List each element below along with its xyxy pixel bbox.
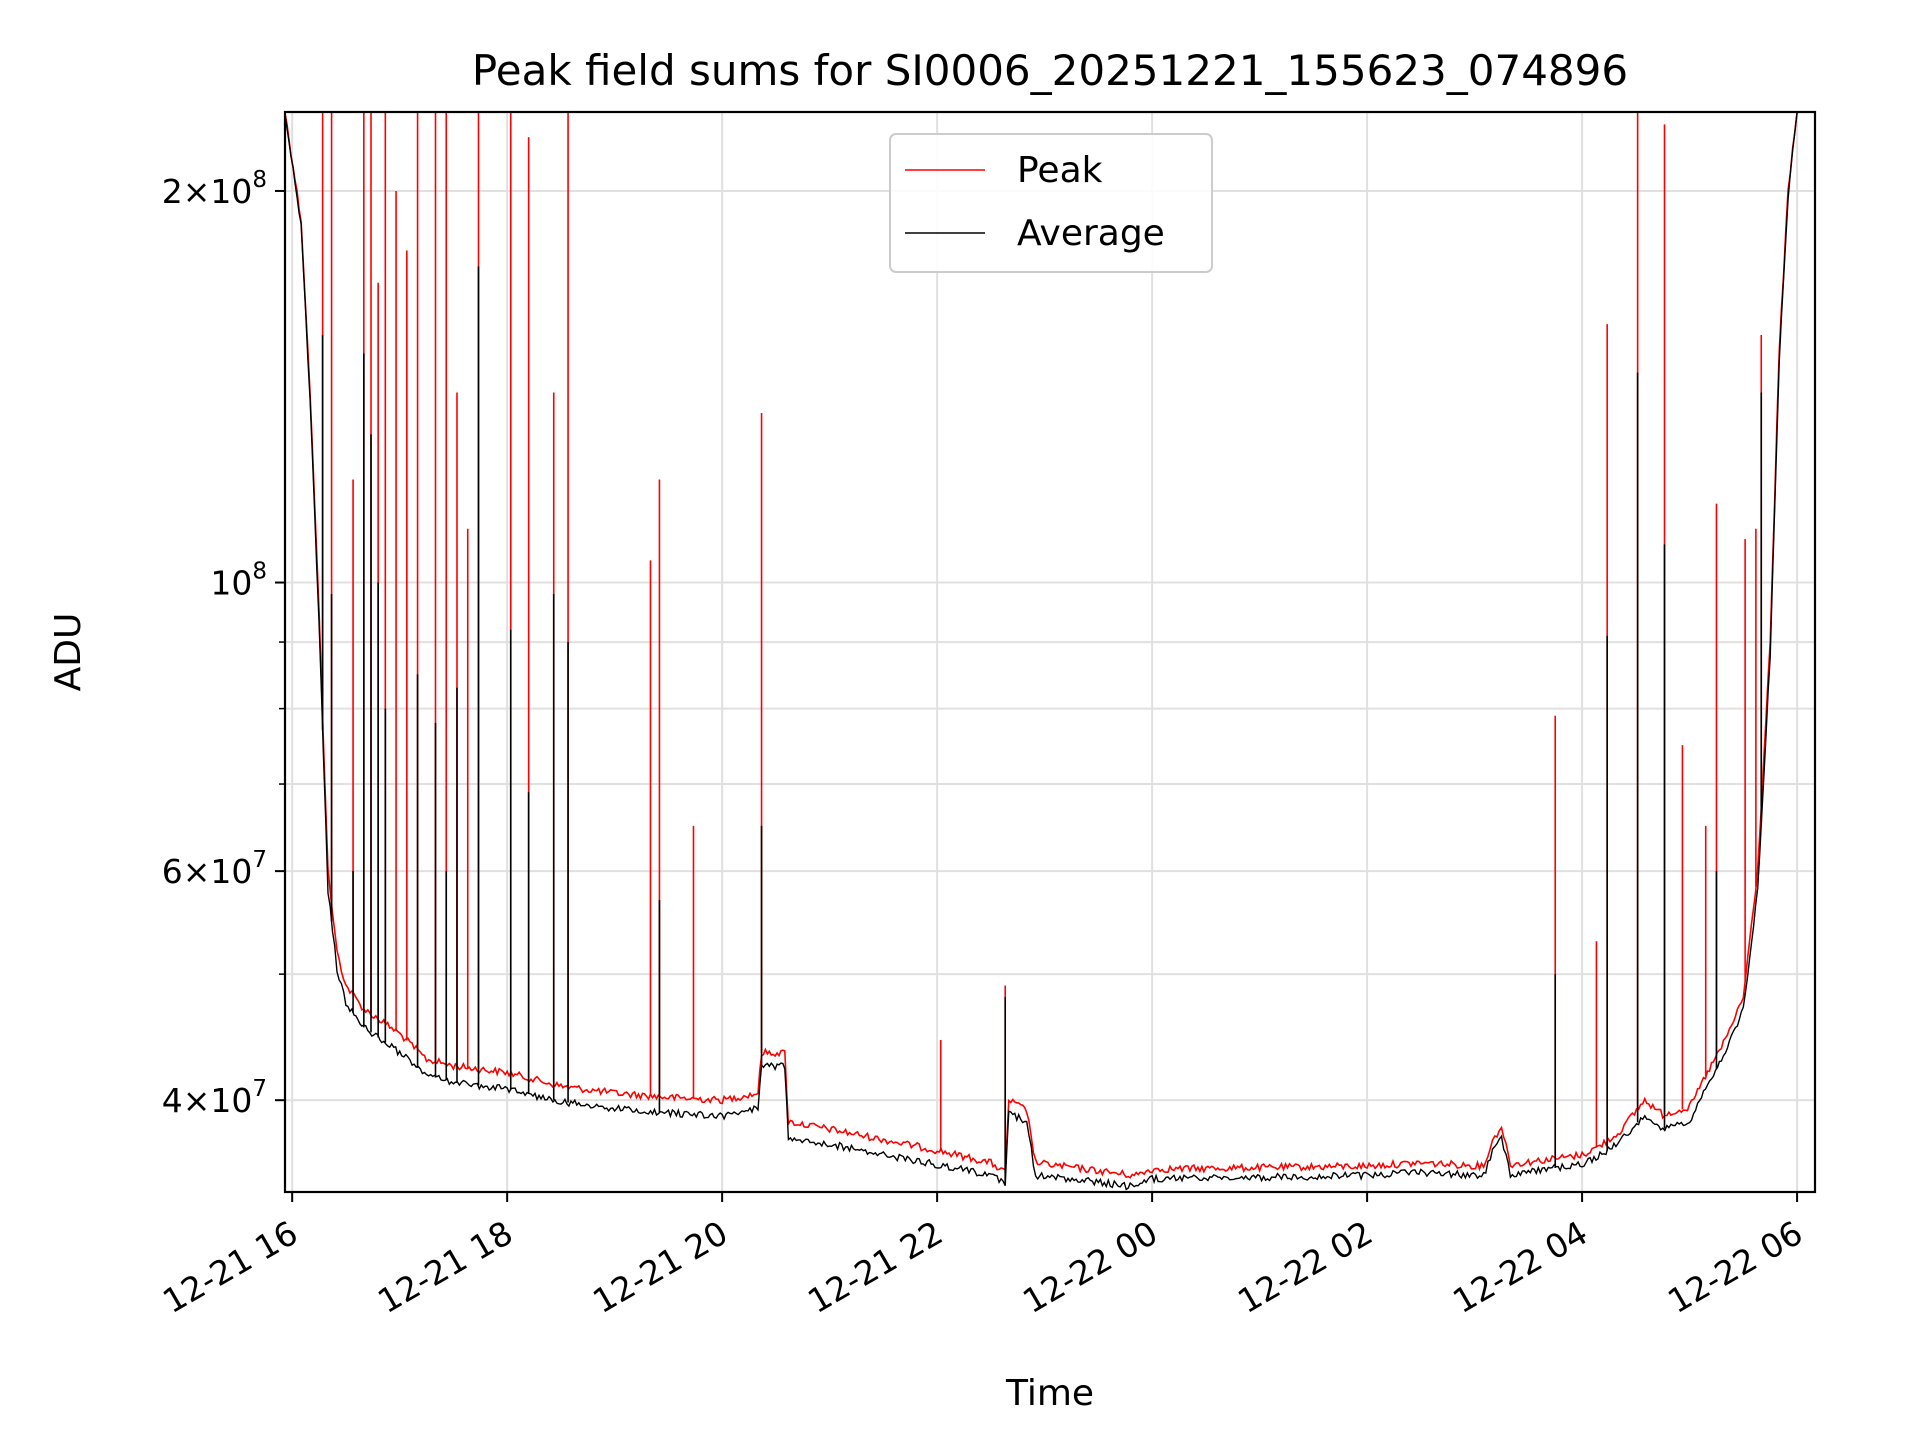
- y-tick-label: 6×107: [162, 847, 267, 891]
- legend: Peak Average: [889, 133, 1213, 273]
- y-tick-label: 108: [210, 559, 267, 603]
- series-layer: [284, 111, 1798, 1191]
- legend-box: [889, 133, 1213, 273]
- chart-title: Peak field sums for SI0006_20251221_1556…: [472, 46, 1628, 95]
- y-axis: 4×107 6×107 108 2×108: [162, 167, 285, 1120]
- x-axis-label: Time: [1005, 1373, 1094, 1414]
- y-tick-label: 2×108: [162, 167, 267, 211]
- series-line-average: [284, 111, 1798, 1191]
- legend-label-peak: Peak: [1017, 150, 1103, 191]
- plot-frame: [283, 110, 1817, 1194]
- legend-label-average: Average: [1017, 213, 1165, 254]
- series-line-peak: [284, 111, 1798, 1179]
- y-tick-label: 4×107: [162, 1076, 267, 1120]
- y-axis-label: ADU: [48, 613, 89, 692]
- grid: [285, 112, 1815, 1192]
